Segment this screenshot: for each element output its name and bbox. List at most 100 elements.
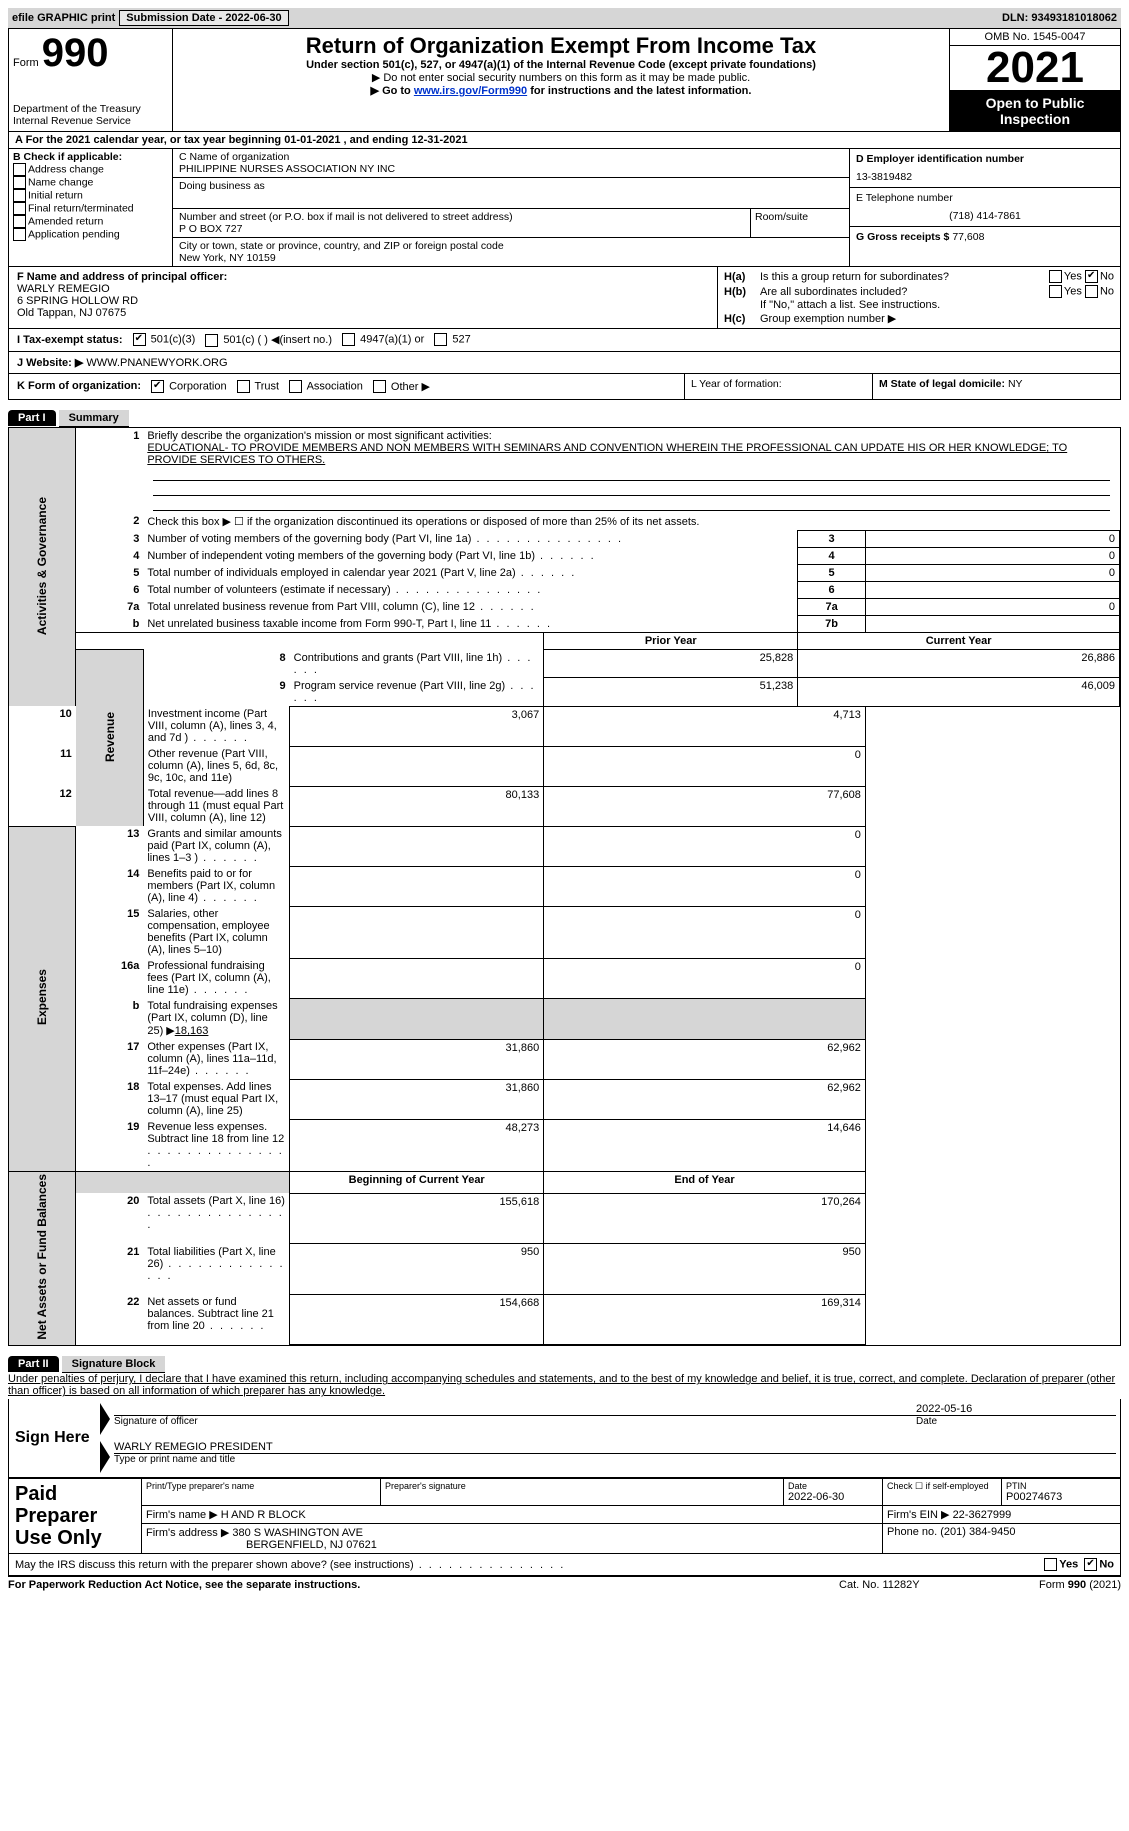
form-title: Return of Organization Exempt From Incom… [181,33,941,59]
v7b [865,616,1119,633]
p20: 155,618 [290,1193,544,1244]
q21-text: Total liabilities (Part X, line 26) [147,1246,284,1282]
q5-text: Total number of individuals employed in … [147,567,576,579]
blank-line [153,481,1109,496]
officer-street: 6 SPRING HOLLOW RD [17,295,709,307]
firm-name: H AND R BLOCK [221,1509,306,1521]
q10-text: Investment income (Part VIII, column (A)… [148,708,277,744]
part2-title: Signature Block [62,1356,166,1373]
sign-here-label: Sign Here [9,1399,96,1477]
p19: 48,273 [290,1119,544,1172]
street-label: Number and street (or P.O. box if mail i… [179,211,744,223]
firm-ein: 22-3627999 [953,1509,1012,1521]
gross-receipts-label: G Gross receipts $ [856,231,949,243]
gross-receipts-value: 77,608 [952,231,984,243]
q20-text: Total assets (Part X, line 16) [147,1195,285,1231]
footer-cat: Cat. No. 11282Y [839,1579,1039,1591]
top-bar: efile GRAPHIC print Submission Date - 20… [8,8,1121,28]
side-revenue: Revenue [103,712,117,762]
website-value: WWW.PNANEWYORK.ORG [86,357,227,369]
checkbox-501c3[interactable] [133,333,146,346]
public-inspection: Open to Public Inspection [950,91,1120,131]
v7a: 0 [865,599,1119,616]
v4: 0 [865,548,1119,565]
typed-label: Type or print name and title [114,1454,235,1465]
col-b-header: B Check if applicable: [13,151,168,163]
c12: 77,608 [544,786,866,826]
checkbox-501c[interactable] [205,334,218,347]
checkbox-corporation[interactable] [151,380,164,393]
side-activities-governance: Activities & Governance [35,497,49,635]
prep-date-label: Date [788,1481,878,1491]
q11-text: Other revenue (Part VIII, column (A), li… [143,746,289,786]
firm-addr-label: Firm's address ▶ [146,1527,229,1539]
footer-paperwork: For Paperwork Reduction Act Notice, see … [8,1579,839,1591]
ptin-label: PTIN [1006,1481,1116,1491]
form-number: 990 [42,31,109,75]
hb-label: H(b) [724,286,760,298]
col-prior-year: Prior Year [544,633,798,650]
c14: 0 [544,866,866,906]
p22: 154,668 [290,1294,544,1345]
discuss-yes-checkbox[interactable] [1044,1558,1057,1571]
q3-text: Number of voting members of the governin… [147,533,623,545]
officer-city: Old Tappan, NJ 07675 [17,307,709,319]
discuss-no-checkbox[interactable] [1084,1558,1097,1571]
hb-yes-checkbox[interactable] [1049,285,1062,298]
checkbox-4947[interactable] [342,333,355,346]
ptin-value: P00274673 [1006,1491,1116,1503]
form-org-label: K Form of organization: [17,380,141,392]
ein-value: 13-3819482 [856,171,1114,183]
c17: 62,962 [544,1039,866,1079]
year-formation-label: L Year of formation: [684,374,872,400]
blank-line [153,466,1109,481]
firm-addr2: BERGENFIELD, NJ 07621 [246,1539,377,1551]
c9: 46,009 [798,678,1120,707]
blank-line [153,496,1109,511]
ein-label: D Employer identification number [856,153,1114,165]
row-a-calendar-year: A For the 2021 calendar year, or tax yea… [8,132,1121,149]
checkbox-name-change[interactable] [13,176,26,189]
checkbox-trust[interactable] [237,380,250,393]
p10: 3,067 [290,706,544,746]
q7a-text: Total unrelated business revenue from Pa… [147,601,535,613]
hb-question: Are all subordinates included? [760,286,1049,298]
dept-treasury: Department of the Treasury [13,103,168,115]
side-net-assets: Net Assets or Fund Balances [35,1174,49,1340]
checkbox-final-return[interactable] [13,202,26,215]
p14 [290,866,544,906]
checkbox-association[interactable] [289,380,302,393]
checkbox-initial-return[interactable] [13,189,26,202]
part2-header: Part II [8,1356,59,1372]
officer-label: F Name and address of principal officer: [17,271,709,283]
side-expenses: Expenses [35,969,49,1025]
ha-yes-checkbox[interactable] [1049,270,1062,283]
firm-ein-label: Firm's EIN ▶ [887,1509,950,1521]
hb-no-checkbox[interactable] [1085,285,1098,298]
p17: 31,860 [290,1039,544,1079]
q6-text: Total number of volunteers (estimate if … [147,584,542,596]
q7b-text: Net unrelated business taxable income fr… [147,618,552,630]
checkbox-amended-return[interactable] [13,215,26,228]
signature-section: Sign Here 2022-05-16 Signature of office… [8,1399,1121,1478]
checkbox-address-change[interactable] [13,163,26,176]
checkbox-other[interactable] [373,380,386,393]
org-name: PHILIPPINE NURSES ASSOCIATION NY INC [179,163,843,175]
q22-text: Net assets or fund balances. Subtract li… [147,1296,274,1332]
checkbox-527[interactable] [434,333,447,346]
q12-text: Total revenue—add lines 8 through 11 (mu… [143,786,289,826]
signature-arrow-icon [100,1403,110,1435]
c18: 62,962 [544,1079,866,1119]
city-label: City or town, state or province, country… [179,240,843,252]
v16b: 18,163 [175,1025,209,1037]
hb-note: If "No," attach a list. See instructions… [724,299,1114,311]
form-subtitle-2: Do not enter social security numbers on … [181,71,941,84]
irs-link[interactable]: www.irs.gov/Form990 [414,85,527,97]
p13 [290,826,544,866]
officer-name: WARLY REMEGIO [17,283,709,295]
checkbox-application-pending[interactable] [13,228,26,241]
p18: 31,860 [290,1079,544,1119]
c19: 14,646 [544,1119,866,1172]
ha-no-checkbox[interactable] [1085,270,1098,283]
tax-status-label: I Tax-exempt status: [17,334,123,346]
